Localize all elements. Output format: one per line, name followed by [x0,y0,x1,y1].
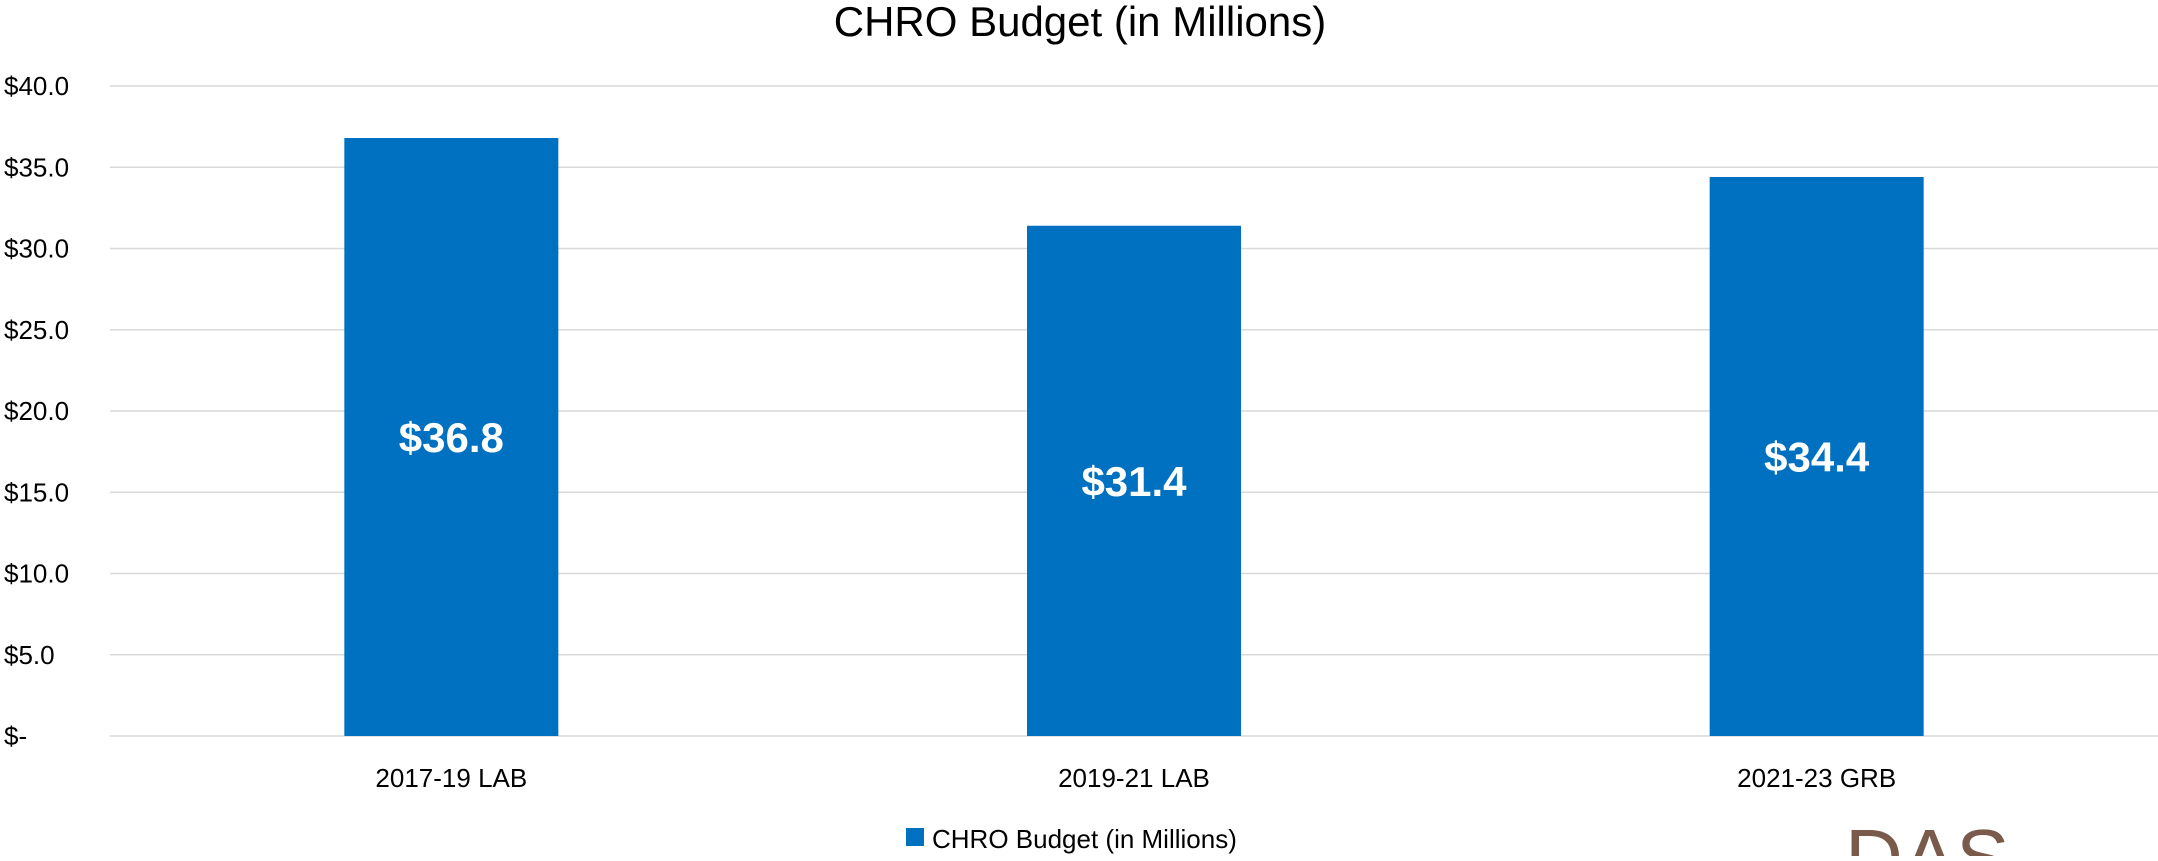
data-label: $31.4 [1081,458,1187,505]
data-label: $34.4 [1764,434,1870,481]
bars [344,138,1924,736]
y-tick-label: $20.0 [4,396,69,426]
bar [1027,225,1241,736]
bar [1709,177,1924,736]
das-logo: DAS [1845,813,2010,856]
legend-label: CHRO Budget (in Millions) [932,824,1237,854]
y-tick-label: $5.0 [4,640,55,670]
y-tick-label: $25.0 [4,315,69,345]
y-axis-ticks: $- $5.0 $10.0 $15.0 $20.0 $25.0 $30.0 $35.0 $40.… [4,71,69,751]
y-tick-label: $30.0 [4,234,69,264]
data-labels: $36.8 $31.4 $34.4 [399,414,1870,505]
bar [344,138,559,736]
legend-swatch [906,828,924,846]
y-tick-label: $40.0 [4,71,69,101]
y-tick-label: $- [4,721,27,751]
data-label: $36.8 [399,414,504,461]
legend: CHRO Budget (in Millions) [906,824,1237,854]
y-tick-label: $35.0 [4,152,69,182]
x-category-label: 2019-21 LAB [1058,763,1210,793]
chart-title: CHRO Budget (in Millions) [834,0,1326,45]
y-tick-label: $15.0 [4,477,69,507]
y-tick-label: $10.0 [4,559,69,589]
x-category-label: 2021-23 GRB [1737,763,1896,793]
x-category-label: 2017-19 LAB [375,763,527,793]
x-axis-categories: 2017-19 LAB 2019-21 LAB 2021-23 GRB [375,763,1896,793]
